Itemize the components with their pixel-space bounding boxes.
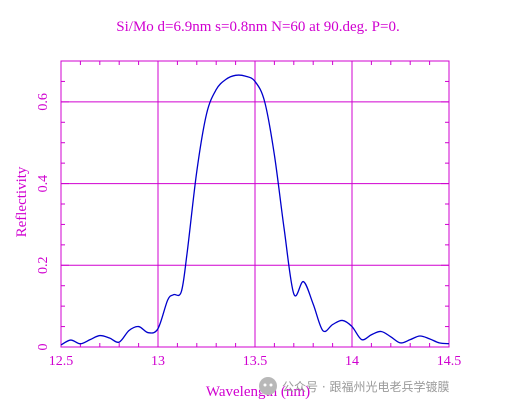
wechat-logo-icon-eye-right (269, 383, 273, 387)
x-tick-label: 13 (151, 354, 165, 369)
axis-ticks (60, 60, 450, 348)
reflectivity-series-line (60, 74, 450, 346)
grid-lines (60, 61, 450, 348)
x-tick-label: 12.5 (49, 354, 74, 369)
watermark: 公众号 · 跟福州光电老兵学镀膜 (259, 377, 449, 395)
x-tick-label: 13.5 (243, 354, 268, 369)
y-tick-label: 0.4 (36, 175, 51, 193)
y-tick-label: 0.2 (36, 257, 51, 275)
y-tick-labels: 0 0.2 0.4 0.6 (36, 93, 51, 350)
x-axis-label: Wavelength (nm) (206, 384, 310, 400)
chart-title: Si/Mo d=6.9nm s=0.8nm N=60 at 90.deg. P=… (116, 19, 399, 35)
x-tick-label: 14.5 (437, 354, 462, 369)
y-axis-label: Reflectivity (14, 166, 30, 237)
watermark-text: 公众号 · 跟福州光电老兵学镀膜 (282, 379, 449, 394)
y-tick-label: 0.6 (36, 93, 51, 111)
wechat-logo-icon-eye-left (263, 383, 267, 387)
x-tick-label: 14 (345, 354, 359, 369)
y-tick-label: 0 (36, 344, 51, 351)
wechat-logo-icon (259, 377, 277, 395)
x-tick-labels: 12.5 13 13.5 14 14.5 (49, 354, 462, 369)
